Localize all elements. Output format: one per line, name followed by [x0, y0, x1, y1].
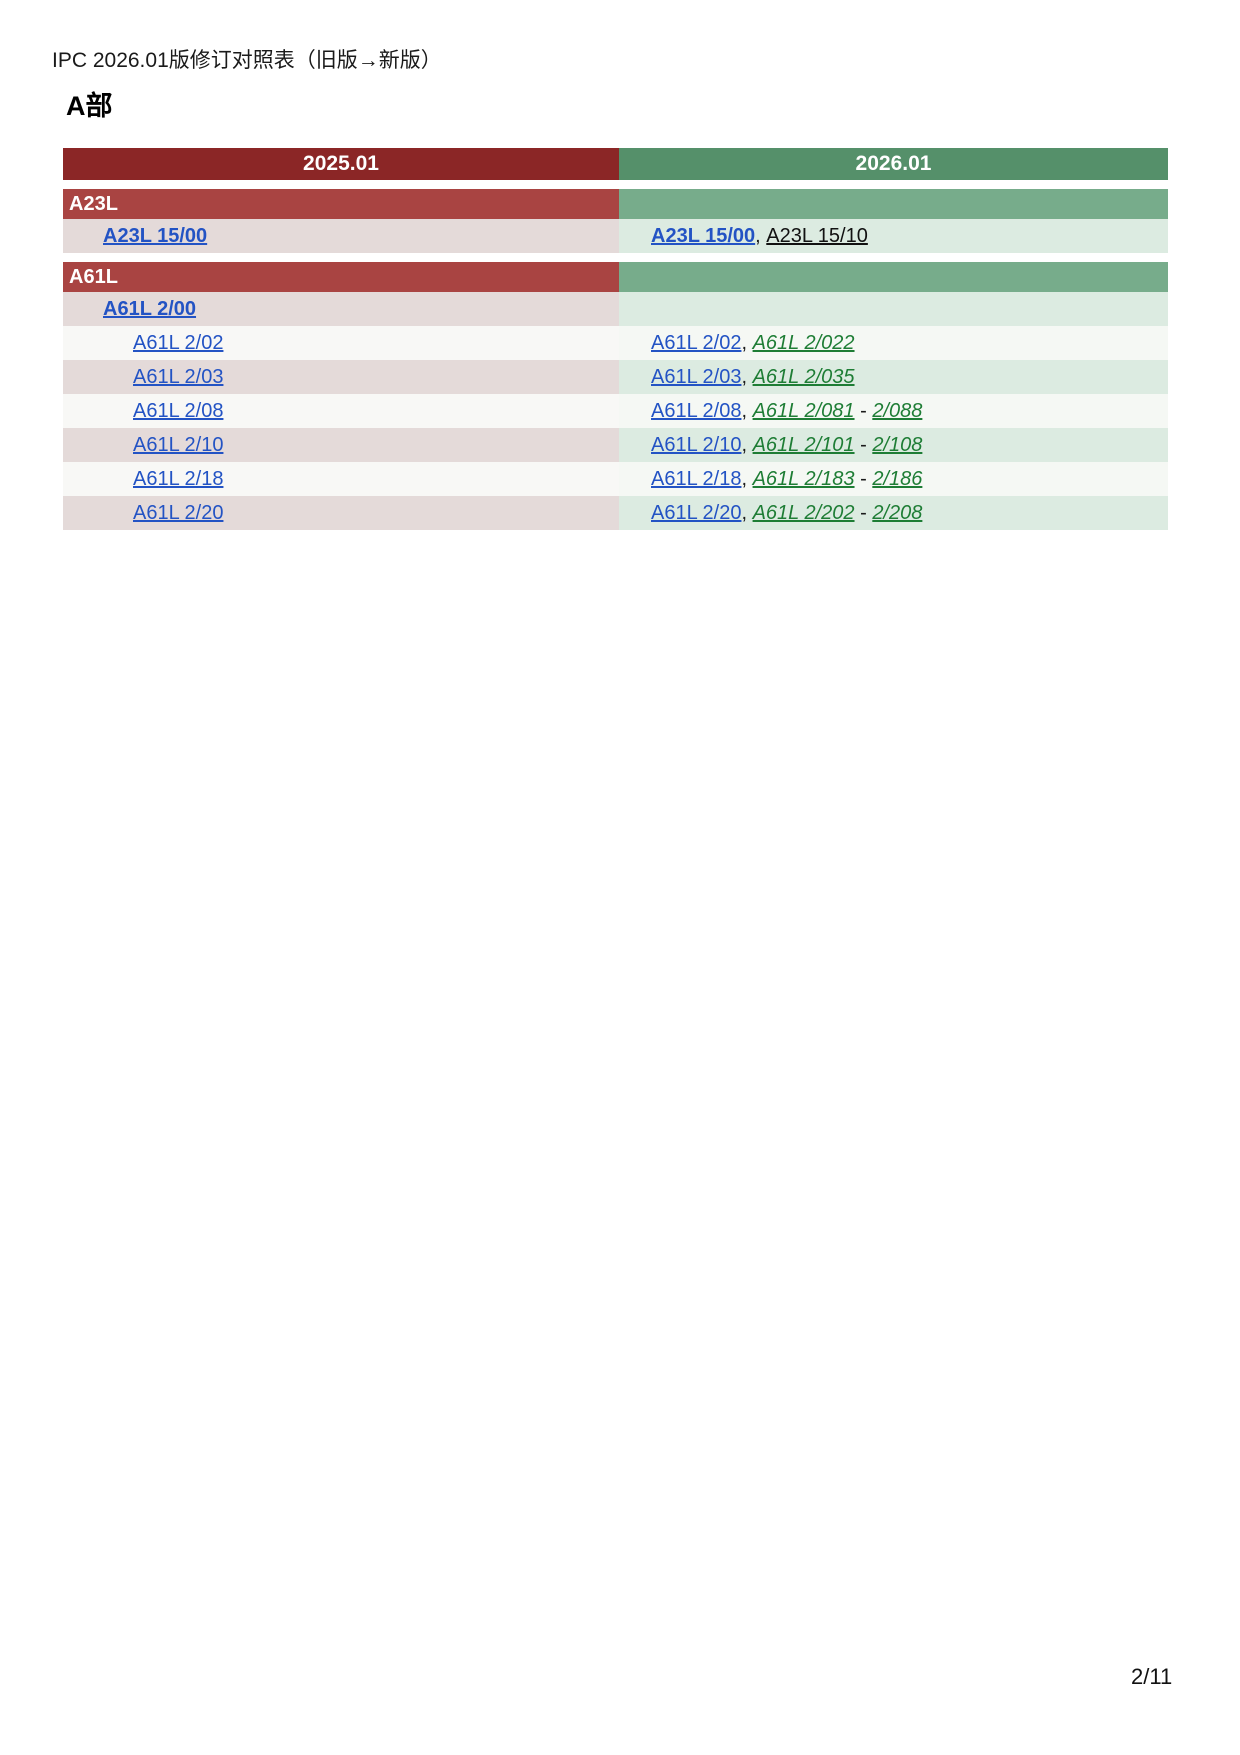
text-separator: ,: [741, 501, 753, 524]
section-a23l: A23L A23L 15/00 A23L 15/00, A23L 15/10: [63, 189, 1168, 253]
ipc-code-link[interactable]: A61L 2/10: [133, 433, 224, 456]
table-header-row: 2025.01 2026.01: [63, 148, 1168, 180]
text-separator: ,: [741, 331, 753, 354]
ipc-code-link[interactable]: A23L 15/10: [766, 224, 868, 247]
ipc-code-link[interactable]: 2/088: [872, 399, 923, 422]
ipc-code-link[interactable]: 2/208: [872, 501, 923, 524]
text-separator: ,: [741, 467, 753, 490]
new-version-cell: A23L 15/00, A23L 15/10: [619, 219, 1168, 253]
table-body: A23L A23L 15/00 A23L 15/00, A23L 15/10 A61L…: [63, 180, 1168, 530]
ipc-code-link[interactable]: A61L 2/081: [752, 399, 855, 422]
section-a61l: A61L A61L 2/00 A61L 2/02 A61L 2/02, A61L 2/…: [63, 262, 1168, 530]
ipc-code-link[interactable]: A61L 2/03: [651, 365, 742, 388]
old-version-cell: A61L 2/00: [63, 292, 619, 326]
text-separator: -: [854, 501, 873, 524]
ipc-code-link[interactable]: A23L 15/00: [103, 224, 208, 247]
new-version-cell: A61L 2/02, A61L 2/022: [619, 326, 1168, 360]
section-banner-spacer: [619, 189, 1168, 219]
ipc-code-link[interactable]: A61L 2/08: [133, 399, 224, 422]
section-code-cell: A61L: [63, 262, 619, 292]
ipc-code-link[interactable]: A61L 2/18: [651, 467, 742, 490]
new-version-cell: A61L 2/03, A61L 2/035: [619, 360, 1168, 394]
old-version-cell: A61L 2/10: [63, 428, 619, 462]
table-row: A61L 2/18 A61L 2/18, A61L 2/183 - 2/186: [63, 462, 1168, 496]
column-header-old-version: 2025.01: [63, 148, 619, 180]
ipc-code-link[interactable]: A61L 2/101: [752, 433, 855, 456]
text-separator: ,: [741, 433, 753, 456]
ipc-code-link[interactable]: 2/186: [872, 467, 923, 490]
section-code-cell: A23L: [63, 189, 619, 219]
table-block-gap: [63, 253, 1168, 262]
ipc-code-link[interactable]: A61L 2/02: [133, 331, 224, 354]
text-separator: -: [854, 433, 873, 456]
old-version-cell: A61L 2/08: [63, 394, 619, 428]
ipc-code-link[interactable]: A61L 2/202: [752, 501, 855, 524]
table-row: A61L 2/02 A61L 2/02, A61L 2/022: [63, 326, 1168, 360]
text-separator: -: [854, 467, 873, 490]
table-row: A61L 2/00: [63, 292, 1168, 326]
page-number: 2/11: [1131, 1664, 1173, 1689]
old-version-cell: A61L 2/18: [63, 462, 619, 496]
ipc-code-link[interactable]: A61L 2/035: [752, 365, 855, 388]
section-banner-spacer: [619, 262, 1168, 292]
ipc-code-link[interactable]: A61L 2/022: [752, 331, 855, 354]
ipc-code-link[interactable]: A23L 15/00: [651, 224, 756, 247]
text-separator: ,: [741, 399, 753, 422]
new-version-cell: A61L 2/20, A61L 2/202 - 2/208: [619, 496, 1168, 530]
new-version-cell: A61L 2/18, A61L 2/183 - 2/186: [619, 462, 1168, 496]
table-row: A61L 2/08 A61L 2/08, A61L 2/081 - 2/088: [63, 394, 1168, 428]
ipc-code-link[interactable]: 2/108: [872, 433, 923, 456]
column-header-new-version: 2026.01: [619, 148, 1168, 180]
old-version-cell: A61L 2/20: [63, 496, 619, 530]
table-row: A23L 15/00 A23L 15/00, A23L 15/10: [63, 219, 1168, 253]
text-separator: ,: [755, 224, 767, 247]
ipc-code-link[interactable]: A61L 2/18: [133, 467, 224, 490]
ipc-code-link[interactable]: A61L 2/10: [651, 433, 742, 456]
ipc-section-code: A23L: [69, 192, 118, 215]
new-version-cell: [619, 292, 1168, 326]
old-version-cell: A61L 2/03: [63, 360, 619, 394]
ipc-code-link[interactable]: A61L 2/02: [651, 331, 742, 354]
new-version-cell: A61L 2/10, A61L 2/101 - 2/108: [619, 428, 1168, 462]
ipc-code-link[interactable]: A61L 2/183: [752, 467, 855, 490]
text-separator: ,: [741, 365, 753, 388]
section-banner-row: A61L: [63, 262, 1168, 292]
table-block-gap: [63, 180, 1168, 189]
revision-concordance-table: 2025.01 2026.01 A23L A23L 15/00 A23L 15/00…: [63, 148, 1168, 530]
ipc-code-link[interactable]: A61L 2/20: [133, 501, 224, 524]
section-heading: A部: [66, 91, 113, 121]
ipc-section-code: A61L: [69, 265, 118, 288]
old-version-cell: A23L 15/00: [63, 219, 619, 253]
document-title: IPC 2026.01版修订对照表（旧版→新版）: [52, 49, 442, 72]
table-row: A61L 2/10 A61L 2/10, A61L 2/101 - 2/108: [63, 428, 1168, 462]
ipc-code-link[interactable]: A61L 2/20: [651, 501, 742, 524]
old-version-cell: A61L 2/02: [63, 326, 619, 360]
new-version-cell: A61L 2/08, A61L 2/081 - 2/088: [619, 394, 1168, 428]
table-row: A61L 2/20 A61L 2/20, A61L 2/202 - 2/208: [63, 496, 1168, 530]
ipc-code-link[interactable]: A61L 2/03: [133, 365, 224, 388]
text-separator: -: [854, 399, 873, 422]
ipc-code-link[interactable]: A61L 2/08: [651, 399, 742, 422]
section-banner-row: A23L: [63, 189, 1168, 219]
ipc-code-link[interactable]: A61L 2/00: [103, 297, 197, 320]
table-row: A61L 2/03 A61L 2/03, A61L 2/035: [63, 360, 1168, 394]
